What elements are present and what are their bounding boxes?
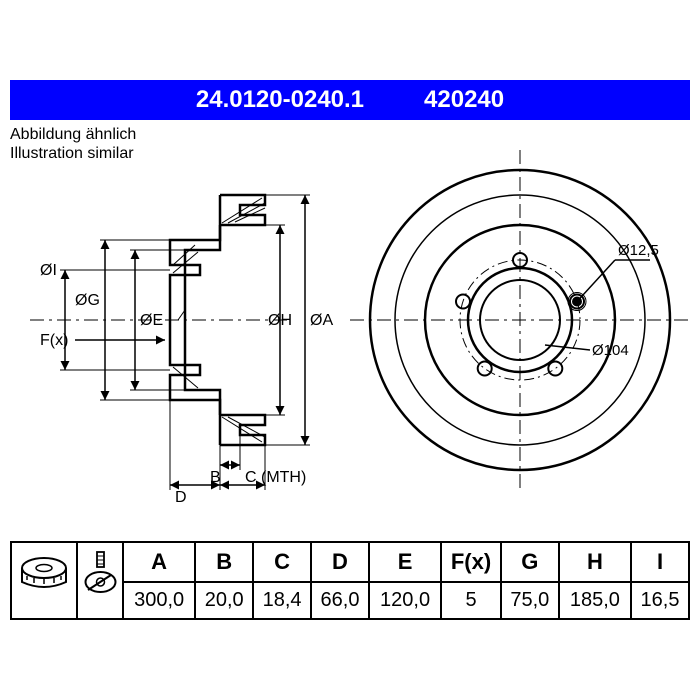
short-code: 420240: [424, 86, 504, 114]
val-E: 120,0: [369, 582, 441, 619]
label-D: D: [175, 489, 187, 506]
col-E: E: [369, 542, 441, 582]
val-B: 20,0: [195, 582, 253, 619]
label-diam-I: ØI: [40, 262, 57, 279]
engineering-drawing: ØI ØG ØE ØH ØA F(x) B: [10, 130, 690, 510]
bolt-hole-label: Ø12,5: [618, 242, 659, 259]
col-G: G: [501, 542, 559, 582]
vented-disc-icon: [19, 550, 69, 605]
side-view: ØI ØG ØE ØH ØA F(x) B: [30, 195, 333, 506]
val-C: 18,4: [253, 582, 311, 619]
val-D: 66,0: [311, 582, 369, 619]
center-bore-label: Ø104: [592, 342, 629, 359]
val-I: 16,5: [631, 582, 689, 619]
label-Fx: F(x): [40, 332, 68, 349]
label-diam-A: ØA: [310, 312, 333, 329]
bolt-icon-cell: [77, 542, 123, 619]
val-G: 75,0: [501, 582, 559, 619]
label-B: B: [210, 469, 221, 486]
col-C: C: [253, 542, 311, 582]
col-B: B: [195, 542, 253, 582]
bolt-icon: [83, 550, 118, 605]
label-diam-H: ØH: [268, 312, 292, 329]
label-C: C (MTH): [245, 469, 306, 486]
col-D: D: [311, 542, 369, 582]
front-view: Ø12,5 Ø104: [350, 150, 690, 490]
label-diam-G: ØG: [75, 292, 100, 309]
col-A: A: [123, 542, 195, 582]
col-Fx: F(x): [441, 542, 501, 582]
dimension-table: A B C D E F(x) G H I 300,0 20,0 18,4 66,…: [10, 541, 690, 620]
val-A: 300,0: [123, 582, 195, 619]
label-diam-E: ØE: [140, 312, 163, 329]
col-H: H: [559, 542, 631, 582]
val-H: 185,0: [559, 582, 631, 619]
header-bar: 24.0120-0240.1 420240: [10, 80, 690, 120]
disc-icon-cell: [11, 542, 77, 619]
val-Fx: 5: [441, 582, 501, 619]
part-number: 24.0120-0240.1: [196, 86, 364, 114]
col-I: I: [631, 542, 689, 582]
